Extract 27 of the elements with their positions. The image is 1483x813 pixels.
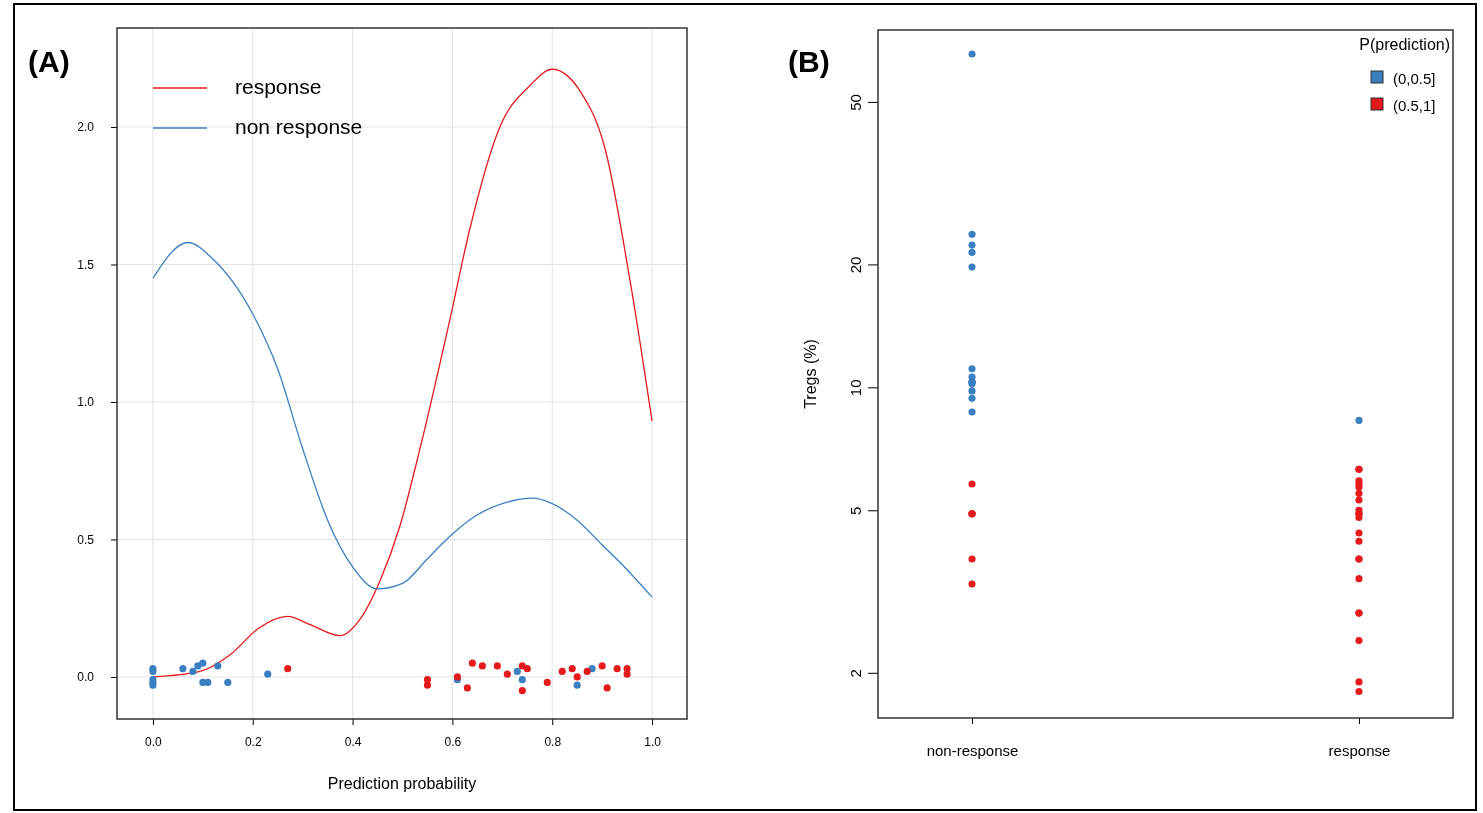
legend-title: P(prediction)	[1359, 36, 1450, 53]
y-tick-label: 0.0	[77, 670, 95, 685]
x-tick-label: 0.0	[145, 735, 163, 749]
y-tick-label: 5	[847, 506, 865, 515]
x-tick-label: 0.2	[244, 735, 262, 749]
legend-label: (0,0.5]	[1393, 70, 1436, 87]
y-tick-label: 1.5	[77, 257, 95, 272]
text: (A)	[28, 45, 70, 78]
x-tick-label: 1.0	[644, 735, 662, 749]
text: (B)	[788, 45, 830, 78]
x-tick-label: non-response	[926, 741, 1019, 759]
legend-label: non response	[235, 115, 363, 138]
y-tick-label: 50	[847, 94, 865, 111]
y-tick-label: 0.5	[77, 532, 95, 547]
y-tick-label: 2.0	[77, 120, 95, 135]
y-tick-label: 2	[847, 669, 865, 678]
x-axis-title: Prediction probability	[327, 775, 477, 792]
y-tick-label: 1.0	[77, 395, 95, 410]
x-tick-label: 0.8	[544, 735, 562, 749]
x-tick-label: response	[1328, 741, 1391, 759]
legend-label: (0.5,1]	[1393, 97, 1436, 114]
y-tick-label: 20	[847, 256, 865, 274]
x-tick-label: 0.6	[444, 735, 462, 749]
y-tick-label: 10	[847, 379, 865, 397]
y-axis-title: Tregs (%)	[802, 339, 819, 409]
legend-label: response	[235, 75, 322, 98]
x-tick-label: 0.4	[344, 735, 362, 749]
